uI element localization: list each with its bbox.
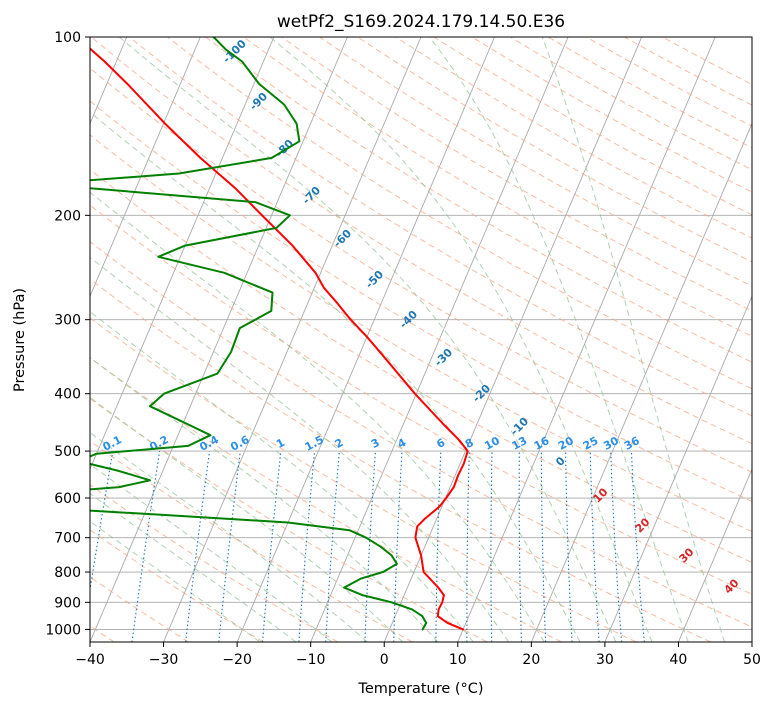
moist-adiabat-line xyxy=(269,37,653,642)
mixing-ratio-label: 20 xyxy=(556,434,576,453)
profile-lines xyxy=(90,37,469,631)
dry-adiabat-line xyxy=(167,37,752,390)
y-tick-label: 500 xyxy=(54,444,81,460)
mixing-ratio-line xyxy=(131,451,161,642)
dewpoint-profile-line xyxy=(90,37,428,631)
dry-adiabat-line xyxy=(90,134,752,533)
x-axis-ticks: −40 −30 −20 −10 0 10 20 30 40 50 xyxy=(75,642,761,668)
mixing-ratio-label: 25 xyxy=(581,434,601,453)
moist-adiabat-line xyxy=(90,520,261,642)
mixing-ratio-label: 13 xyxy=(510,434,530,453)
x-tick-label: 50 xyxy=(743,652,761,668)
isotherm-line xyxy=(457,37,716,642)
isotherm-line xyxy=(236,37,495,642)
dry-adiabat-line xyxy=(90,317,637,642)
dry-adiabat-line xyxy=(90,204,752,595)
y-axis-title: Pressure (hPa) xyxy=(12,288,28,392)
moist-adiabat-line xyxy=(90,431,368,642)
x-tick-label: −20 xyxy=(222,652,252,668)
x-tick-label: −10 xyxy=(296,652,326,668)
mixing-ratio-label: 30 xyxy=(601,434,621,453)
isotherm-line xyxy=(530,122,752,642)
x-tick-label: 10 xyxy=(449,652,467,668)
dry-adiabat-line xyxy=(128,37,752,417)
isotherm-line xyxy=(90,37,275,471)
y-axis-ticks: 100 200 300 400 500 600 700 800 900 1000 xyxy=(45,30,90,638)
mixing-ratio-label: 36 xyxy=(622,434,642,453)
dry-adiabat-line xyxy=(90,241,752,628)
moist-adiabat-line xyxy=(90,396,403,642)
dry-adiabat-line xyxy=(90,440,413,642)
x-tick-label: −40 xyxy=(75,652,105,668)
x-tick-label: 40 xyxy=(670,652,688,668)
dry-adiabat-line xyxy=(205,37,752,363)
x-axis-title: Temperature (°C) xyxy=(357,681,483,697)
plot-frame xyxy=(89,36,753,643)
y-tick-label: 1000 xyxy=(45,622,81,638)
isotherm-line xyxy=(604,295,752,642)
isotherm-line xyxy=(163,37,422,642)
moist-adiabat-line xyxy=(90,311,474,642)
y-tick-label: 100 xyxy=(54,30,81,46)
moist-adiabat-line xyxy=(118,37,617,642)
isotherm-line xyxy=(90,37,201,298)
mixing-ratio-label: 10 xyxy=(482,434,502,453)
chart-title: wetPf2_S169.2024.179.14.50.E36 xyxy=(277,12,565,32)
y-tick-label: 600 xyxy=(54,491,81,507)
temperature-profile-line xyxy=(90,47,469,631)
x-tick-label: −30 xyxy=(149,652,179,668)
mixing-ratio-line xyxy=(185,451,211,642)
y-tick-label: 700 xyxy=(54,531,81,547)
mixing-ratio-line xyxy=(298,451,316,642)
moist-adiabat-line xyxy=(90,256,510,642)
dry-adiabat-line xyxy=(90,37,752,445)
mixing-ratio-label: 16 xyxy=(532,434,552,453)
moist-adiabat-line xyxy=(428,37,689,642)
isotherm-line xyxy=(383,37,643,642)
x-tick-label: 20 xyxy=(522,652,540,668)
dry-adiabat-line xyxy=(90,168,752,564)
dry-adiabat-line xyxy=(90,100,752,503)
moist-adiabat-line xyxy=(90,357,439,642)
dry-adiabat-line xyxy=(90,484,339,642)
y-tick-label: 800 xyxy=(54,565,81,581)
isotherm-line xyxy=(90,37,348,642)
y-tick-label: 300 xyxy=(54,313,81,329)
moist-adiabat-line xyxy=(541,37,726,642)
mixing-ratio-line xyxy=(90,451,114,594)
moist-adiabat-line xyxy=(90,493,297,642)
mixing-ratio-line xyxy=(261,451,282,642)
y-tick-label: 900 xyxy=(54,595,81,611)
mixing-ratio-line xyxy=(218,451,241,642)
moist-adiabat-line xyxy=(90,191,545,642)
y-tick-label: 200 xyxy=(54,208,81,224)
y-tick-label: 400 xyxy=(54,387,81,403)
x-tick-label: 30 xyxy=(596,652,614,668)
moist-adiabat-line xyxy=(90,111,581,642)
x-tick-label: 0 xyxy=(380,652,389,668)
isotherm-line xyxy=(678,467,752,642)
